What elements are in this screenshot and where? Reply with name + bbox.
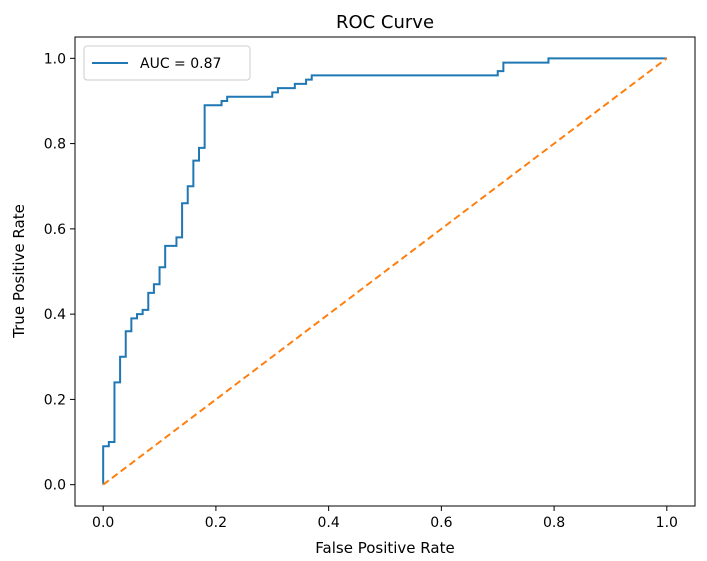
x-axis-label: False Positive Rate xyxy=(315,539,454,557)
y-axis-label: True Positive Rate xyxy=(10,204,28,339)
y-tick-label: 1.0 xyxy=(44,51,66,67)
y-axis-ticks: 0.0 0.2 0.4 0.6 0.8 1.0 xyxy=(44,51,75,494)
roc-curve-line xyxy=(102,57,667,485)
x-tick-label: 0.4 xyxy=(318,515,340,531)
chart-title: ROC Curve xyxy=(336,12,434,33)
y-tick-label: 0.4 xyxy=(44,307,66,323)
x-axis-ticks: 0.0 0.2 0.4 0.6 0.8 1.0 xyxy=(92,506,678,531)
y-tick-label: 0.2 xyxy=(44,392,66,408)
y-tick-label: 0.0 xyxy=(44,478,66,494)
x-tick-label: 0.6 xyxy=(430,515,452,531)
x-tick-label: 0.0 xyxy=(92,515,114,531)
plot-area xyxy=(74,36,696,507)
axes-frame xyxy=(74,36,696,507)
legend-label: AUC = 0.87 xyxy=(140,56,221,72)
legend-box xyxy=(83,45,251,81)
y-tick-label: 0.6 xyxy=(44,222,66,238)
chance-diagonal-line xyxy=(102,57,668,486)
y-tick-label: 0.8 xyxy=(44,137,66,153)
x-tick-label: 1.0 xyxy=(656,515,678,531)
x-tick-label: 0.8 xyxy=(543,515,565,531)
series-layer xyxy=(102,57,668,486)
legend: AUC = 0.87 xyxy=(83,45,251,81)
x-tick-label: 0.2 xyxy=(205,515,227,531)
